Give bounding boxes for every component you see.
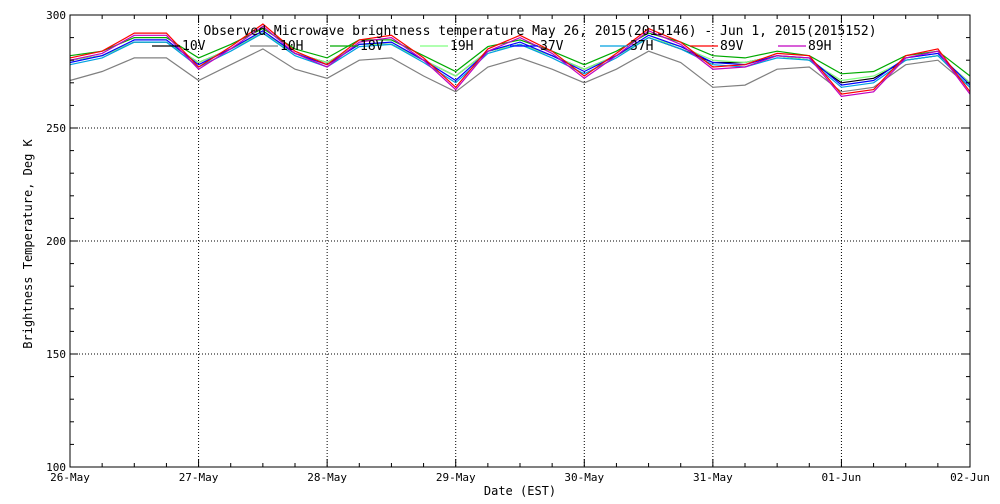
tick-labels: 100 150 200 250 300 26-May 27-May 28-May 29-May 3… bbox=[46, 9, 990, 484]
legend-label-37V: 37V bbox=[540, 39, 564, 54]
series-line-89V bbox=[69, 23, 971, 95]
y-tick-label: 250 bbox=[46, 122, 66, 135]
series-lines bbox=[69, 23, 971, 98]
y-axis-title: Brightness Temperature, Deg K bbox=[21, 138, 35, 348]
series-line-18V bbox=[69, 27, 971, 77]
y-tick-label: 100 bbox=[46, 461, 66, 474]
legend-label-18V: 18V bbox=[360, 39, 384, 54]
x-tick-label: 26-May bbox=[50, 471, 90, 484]
legend-label-89V: 89V bbox=[720, 39, 744, 54]
x-axis-title: Date (EST) bbox=[484, 484, 556, 498]
x-tick-label: 29-May bbox=[436, 471, 476, 484]
legend-label-10H: 10H bbox=[280, 39, 303, 54]
series-line-10H bbox=[69, 48, 971, 93]
axis-ticks bbox=[69, 14, 971, 468]
series-line-89H bbox=[69, 25, 971, 98]
legend-label-37H: 37H bbox=[630, 39, 653, 54]
series-line-37V bbox=[69, 30, 971, 86]
legend: 10V 10H 18V 19H 37V 37H 89V 89H bbox=[152, 39, 831, 54]
x-tick-label: 28-May bbox=[307, 471, 347, 484]
legend-label-10V: 10V bbox=[182, 39, 206, 54]
y-tick-label: 200 bbox=[46, 235, 66, 248]
y-tick-label: 300 bbox=[46, 9, 66, 22]
x-tick-label: 02-Jun bbox=[950, 471, 990, 484]
x-tick-label: 27-May bbox=[179, 471, 219, 484]
chart-title: Observed Microwave brightness temperatur… bbox=[203, 24, 876, 39]
legend-label-89H: 89H bbox=[808, 39, 831, 54]
legend-label-19H: 19H bbox=[450, 39, 473, 54]
grid-lines bbox=[70, 15, 970, 467]
x-tick-label: 01-Jun bbox=[822, 471, 862, 484]
y-tick-label: 150 bbox=[46, 348, 66, 361]
x-tick-label: 30-May bbox=[564, 471, 604, 484]
x-tick-label: 31-May bbox=[693, 471, 733, 484]
